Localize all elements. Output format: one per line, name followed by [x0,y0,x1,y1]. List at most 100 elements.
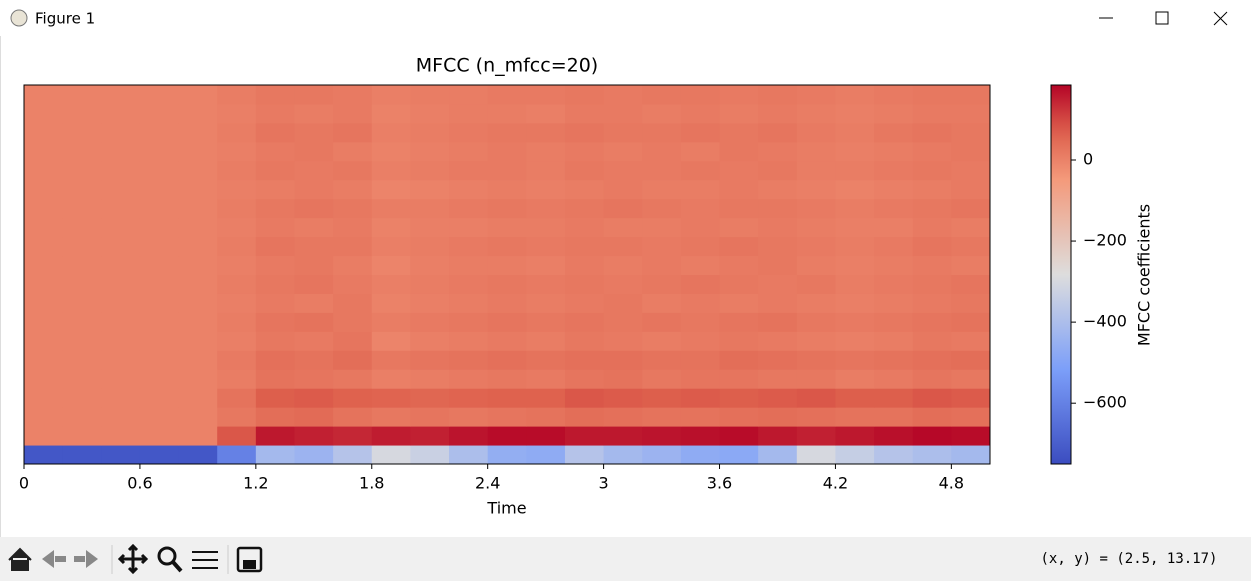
heatmap-cell [24,312,64,332]
heatmap-cell [255,236,295,257]
heatmap-cell [719,179,759,200]
heatmap-cell [62,236,102,257]
heatmap-cell [526,369,566,389]
heatmap-cell [835,445,875,465]
heatmap-cell [487,85,527,105]
heatmap-cell [912,312,952,332]
heatmap-cell [294,255,334,275]
heatmap-cell [139,407,180,427]
heatmap-cell [178,369,218,389]
heatmap-cell [24,179,64,200]
heatmap-cell [603,274,643,294]
heatmap-cell [951,407,991,427]
pan-button[interactable] [117,543,149,575]
heatmap-cell [487,388,527,408]
heatmap-cell [410,331,450,351]
heatmap-cell [912,141,952,162]
heatmap-cell [835,198,875,219]
heatmap-cell [294,407,334,427]
save-button[interactable] [236,546,263,573]
heatmap-cell [449,274,489,294]
heatmap-cell [951,274,991,294]
heatmap-cell [178,217,218,238]
x-tick-label: 0.6 [127,474,152,493]
heatmap-cell [796,445,836,465]
heatmap-cell [333,350,373,370]
heatmap-cell [912,236,952,257]
close-button[interactable] [1213,11,1228,26]
heatmap-cell [526,293,566,313]
heatmap-cell [951,350,991,370]
heatmap-cell [564,103,605,124]
configure-button[interactable] [192,551,218,569]
heatmap-cell [487,426,527,446]
heatmap-cell [642,236,682,257]
heatmap-cell [526,236,566,257]
heatmap-cell [487,274,527,294]
heatmap-cell [178,198,218,219]
heatmap-cell [410,312,450,332]
heatmap-cell [24,388,64,408]
heatmap-cell [255,160,295,181]
heatmap-cell [294,198,334,219]
x-tick-label: 0 [19,474,29,493]
heatmap-cell [255,141,295,162]
heatmap-cell [139,160,180,181]
heatmap-cell [62,160,102,181]
heatmap-cell [139,293,180,313]
heatmap-cell [719,445,759,465]
heatmap-cell [835,388,875,408]
heatmap-cell [62,103,102,124]
maximize-button[interactable] [1155,11,1169,25]
heatmap-cell [255,293,295,313]
heatmap-cell [796,179,836,200]
heatmap-cell [217,217,257,238]
heatmap-cell [835,179,875,200]
heatmap-cell [487,179,527,200]
forward-button[interactable] [74,550,98,568]
heatmap-cell [951,160,991,181]
heatmap-cell [178,407,218,427]
heatmap-cell [680,198,721,219]
heatmap-cell [178,293,218,313]
heatmap-cell [24,293,64,313]
zoom-button[interactable] [157,546,177,566]
heatmap-cell [255,122,295,143]
heatmap-cell [874,331,914,351]
heatmap-cell [796,312,836,332]
heatmap-cell [294,293,334,313]
heatmap-cell [603,236,643,257]
heatmap-cell [333,122,373,143]
heatmap-cell [642,293,682,313]
heatmap-cell [101,331,141,351]
heatmap-cell [758,179,798,200]
heatmap-cell [410,179,450,200]
heatmap-cell [139,141,180,162]
back-button[interactable] [42,550,66,568]
heatmap-cell [410,255,450,275]
heatmap-cell [294,141,334,162]
heatmap-cell [449,369,489,389]
heatmap-cell [333,103,373,124]
x-axis-label: Time [486,499,526,518]
heatmap-cell [449,388,489,408]
heatmap-cell [951,85,991,105]
heatmap-cell [255,407,295,427]
heatmap-cell [371,179,411,200]
heatmap-cell [835,85,875,105]
heatmap-cell [255,369,295,389]
x-tick-label: 4.8 [939,474,964,493]
heatmap-cell [410,198,450,219]
heatmap-cell [62,274,102,294]
heatmap-cell [24,426,64,446]
heatmap-cell [101,407,141,427]
home-button[interactable] [8,547,32,571]
heatmap-cell [796,369,836,389]
heatmap-cell [603,198,643,219]
heatmap-cell [642,274,682,294]
heatmap-cell [835,293,875,313]
axes-frame [23,84,991,465]
heatmap-cell [139,350,180,370]
heatmap-cell [294,312,334,332]
